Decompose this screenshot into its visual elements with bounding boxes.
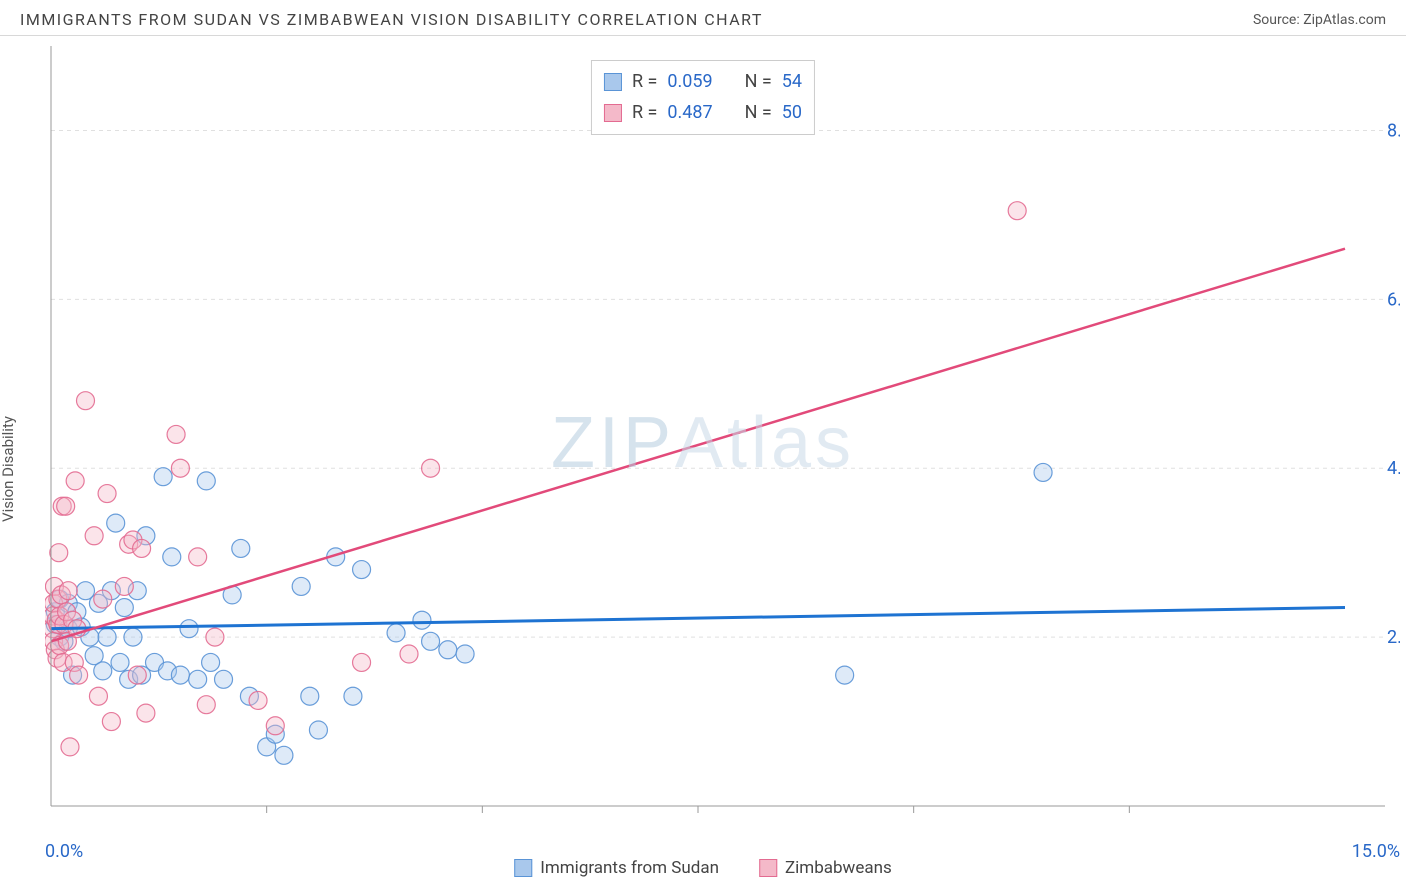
chart-title: IMMIGRANTS FROM SUDAN VS ZIMBABWEAN VISI… [20,10,763,29]
svg-text:6.0%: 6.0% [1387,289,1400,310]
legend-swatch [514,859,532,877]
legend-swatch [759,859,777,877]
n-value: 54 [782,67,802,98]
r-label: R = [632,67,657,98]
r-label: R = [632,98,657,129]
r-value: 0.487 [667,98,712,129]
chart-area: Vision Disability 2.0%4.0%6.0%8.0% ZIPAt… [0,36,1406,884]
n-label: N = [745,67,772,98]
legend-swatch [604,73,622,91]
n-value: 50 [782,98,802,129]
svg-text:2.0%: 2.0% [1387,627,1400,648]
chart-source: Source: ZipAtlas.com [1253,12,1386,28]
svg-text:8.0%: 8.0% [1387,120,1400,141]
chart-header: IMMIGRANTS FROM SUDAN VS ZIMBABWEAN VISI… [0,0,1406,36]
svg-text:4.0%: 4.0% [1387,458,1400,479]
n-label: N = [745,98,772,129]
x-tick-min: 0.0% [45,841,83,862]
series-label: Immigrants from Sudan [540,858,719,878]
legend-row: R = 0.487 N = 50 [604,98,802,129]
x-tick-max: 15.0% [1352,841,1400,862]
series-label: Zimbabweans [785,858,892,878]
series-legend: Immigrants from Sudan Zimbabweans [514,858,892,878]
series-legend-item: Zimbabweans [759,858,892,878]
legend-row: R = 0.059 N = 54 [604,67,802,98]
series-legend-item: Immigrants from Sudan [514,858,719,878]
scatter-plot: 2.0% 4.0% 6.0% 8.0% [45,36,1400,884]
correlation-legend: R = 0.059 N = 54 R = 0.487 N = 50 [591,60,815,135]
r-value: 0.059 [667,67,712,98]
y-axis-label: Vision Disability [0,416,17,522]
legend-swatch [604,104,622,122]
